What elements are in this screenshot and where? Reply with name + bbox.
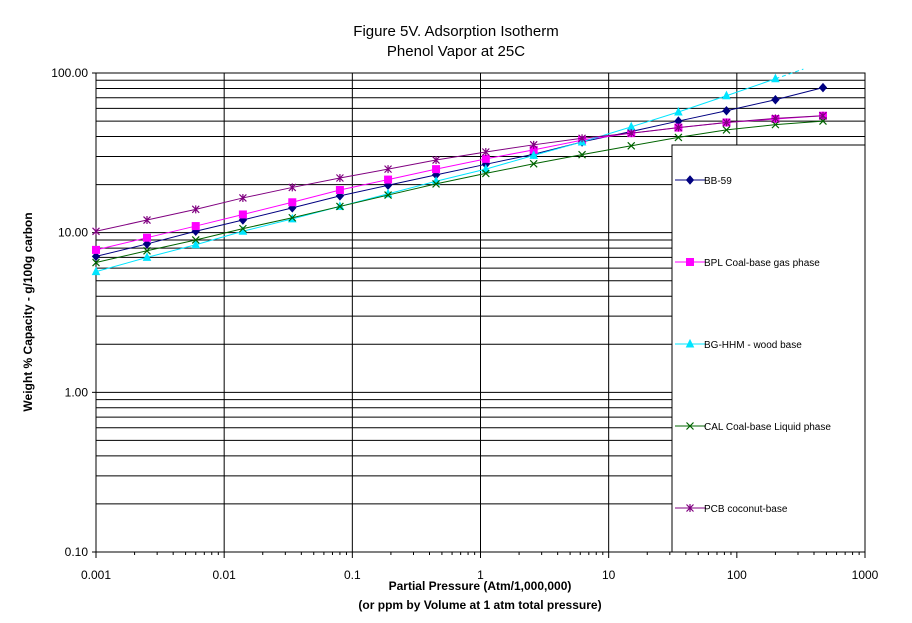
legend-label: BPL Coal-base gas phase — [704, 258, 820, 269]
data-point — [722, 106, 731, 116]
legend-item: BPL Coal-base gas phase — [675, 258, 820, 269]
x-axis-label-secondary: (or ppm by Volume at 1 atm total pressur… — [358, 598, 601, 612]
legend-marker — [685, 338, 695, 348]
data-point — [771, 94, 780, 105]
series-line — [95, 87, 824, 257]
x-tick-label: 100 — [727, 568, 747, 582]
data-point — [143, 216, 151, 225]
legend-marker — [685, 175, 695, 185]
data-point — [191, 222, 200, 231]
series-4 — [92, 111, 827, 236]
data-point — [819, 111, 827, 120]
data-point — [529, 150, 538, 159]
data-point — [335, 186, 344, 195]
x-tick-label: 1000 — [852, 568, 879, 582]
data-point — [238, 193, 247, 202]
data-point — [191, 239, 201, 249]
data-point — [674, 123, 683, 132]
series-extrapolation-line — [775, 68, 804, 80]
series-2 — [91, 73, 780, 276]
data-point — [674, 106, 683, 116]
data-point — [288, 213, 297, 222]
legend-item: BB-59 — [675, 175, 732, 187]
x-tick-label: 0.1 — [344, 568, 361, 582]
legend-item: CAL Coal-base Liquid phase — [675, 422, 831, 433]
data-point — [92, 258, 100, 267]
data-point — [722, 118, 731, 127]
data-point — [288, 198, 297, 207]
data-point — [142, 252, 152, 261]
legend: BB-59 BPL Coal-base gas phase BG-HHM - woo… — [671, 144, 866, 553]
data-point — [481, 164, 491, 173]
data-point — [432, 179, 440, 188]
chart-subtitle: Phenol Vapor at 25C — [387, 43, 525, 60]
data-point — [191, 205, 200, 214]
data-point — [91, 251, 101, 262]
legend-marker — [686, 258, 694, 266]
y-tick-label: 0.10 — [65, 545, 89, 559]
data-point — [384, 165, 392, 174]
data-point — [143, 233, 152, 242]
data-point — [191, 236, 200, 244]
data-point — [722, 90, 731, 100]
series-3 — [92, 117, 827, 267]
data-point — [335, 202, 344, 211]
y-axis-label: Weight % Capacity - g/100g carbon — [21, 212, 35, 411]
series-line — [95, 120, 824, 264]
data-point — [481, 154, 490, 163]
x-axis-label: Partial Pressure (Atm/1,000,000) — [389, 579, 572, 593]
data-point — [142, 239, 152, 249]
data-point — [92, 245, 100, 254]
legend-label: CAL Coal-base Liquid phase — [704, 422, 831, 433]
y-tick-label: 10.00 — [58, 226, 88, 240]
data-point — [432, 165, 441, 174]
x-tick-label: 0.01 — [212, 568, 236, 582]
data-point — [143, 246, 151, 255]
x-tick-label: 0.001 — [81, 568, 111, 582]
data-point — [384, 175, 393, 184]
data-point — [722, 126, 731, 134]
data-point — [91, 266, 101, 276]
data-point — [627, 129, 636, 138]
data-point — [384, 191, 392, 199]
data-point — [432, 156, 440, 165]
legend-box — [671, 144, 866, 553]
data-point — [335, 173, 344, 182]
data-point — [481, 148, 490, 157]
data-point — [92, 227, 100, 236]
data-point — [818, 82, 828, 93]
legend-label: BG-HHM - wood base — [704, 340, 802, 351]
data-point — [529, 159, 538, 168]
data-point — [674, 133, 683, 142]
data-point — [771, 120, 780, 129]
data-point — [238, 224, 247, 233]
axis-ticks: 0.001 0.01 0.1 1 10 100 1000 0.10 1.00 10.00 100.0… — [51, 66, 878, 582]
data-point — [481, 169, 490, 178]
y-tick-label: 1.00 — [65, 385, 89, 399]
x-tick-label: 1 — [477, 568, 484, 582]
data-point — [238, 210, 247, 219]
legend-item: BG-HHM - wood base — [675, 338, 802, 351]
data-point — [627, 141, 636, 150]
series-line — [95, 115, 824, 232]
data-point — [578, 150, 586, 159]
legend-item: PCB coconut-base — [675, 504, 788, 515]
series-group — [91, 68, 828, 276]
data-point — [578, 134, 586, 143]
y-tick-label: 100.00 — [51, 66, 88, 80]
legend-marker — [686, 504, 694, 512]
data-point — [771, 114, 780, 123]
legend-label: PCB coconut-base — [704, 504, 788, 515]
data-point — [288, 183, 297, 192]
data-point — [529, 140, 538, 149]
legend-label: BB-59 — [704, 176, 732, 187]
chart-title: Figure 5V. Adsorption Isotherm — [353, 23, 558, 40]
legend-marker — [686, 422, 694, 430]
x-tick-label: 10 — [602, 568, 616, 582]
